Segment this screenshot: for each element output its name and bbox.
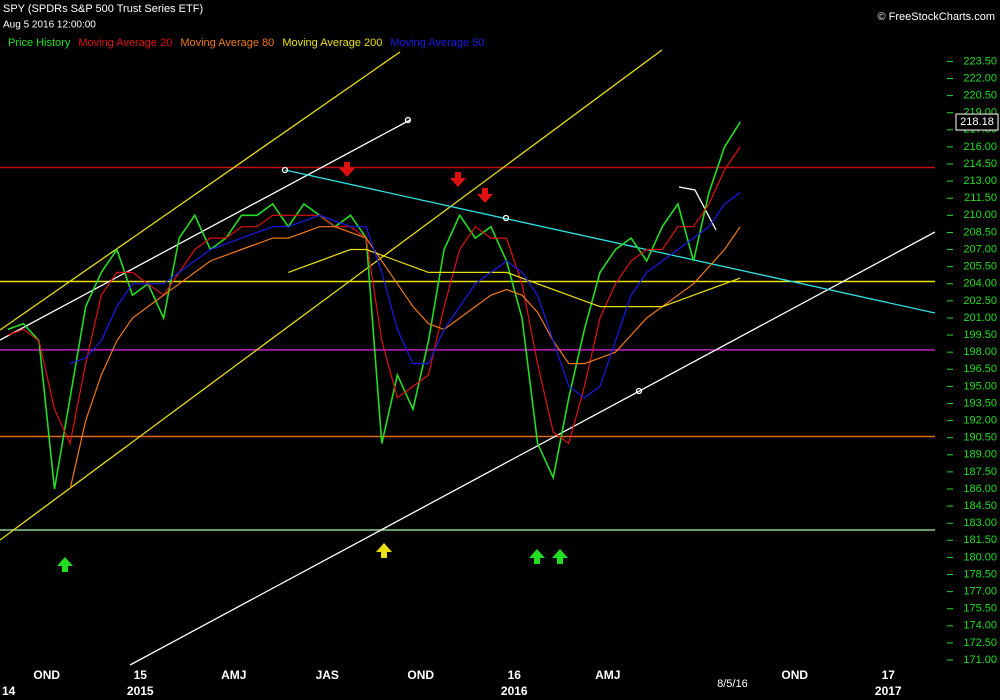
y-tick-label: 184.50 — [963, 500, 997, 512]
arrow-up — [529, 549, 545, 564]
x-tick-label-row2: 8/5/16 — [717, 678, 748, 690]
legend-entry: Moving Average 50 — [390, 37, 484, 49]
chart-subtitle: Aug 5 2016 12:00:00 — [3, 20, 96, 31]
y-tick-label: 214.50 — [963, 158, 997, 170]
levels — [0, 166, 935, 531]
x-tick-label: AMJ — [595, 668, 620, 682]
chart-title: SPY (SPDRs S&P 500 Trust Series ETF) — [3, 3, 203, 15]
y-tick-label: 172.50 — [963, 637, 997, 649]
y-tick-label: 196.50 — [963, 363, 997, 375]
y-tick-label: 220.50 — [963, 90, 997, 102]
anchor — [404, 116, 412, 124]
y-tick-label: 222.00 — [963, 72, 997, 84]
arrow-down — [450, 172, 466, 187]
y-tick-label: 207.00 — [963, 243, 997, 255]
y-tick-label: 216.00 — [963, 141, 997, 153]
x-tick-label: OND — [33, 668, 60, 682]
y-tick-label: 211.50 — [964, 192, 997, 204]
y-tick-label: 208.50 — [963, 226, 997, 238]
trendline — [0, 49, 663, 541]
y-tick-label: 195.00 — [963, 380, 997, 392]
y-tick-label: 186.00 — [963, 483, 997, 495]
anchor — [502, 214, 510, 222]
arrow-up — [552, 549, 568, 564]
trendline — [0, 119, 411, 341]
y-tick-label: 174.00 — [963, 620, 997, 632]
last-price: 218.18 — [960, 116, 994, 128]
x-tick-label-row2: 14 — [2, 684, 16, 698]
arrow-down — [477, 188, 493, 203]
x-tick-label: AMJ — [221, 668, 246, 682]
y-tick-label: 177.00 — [963, 586, 997, 598]
y-tick-label: 205.50 — [963, 261, 997, 273]
legend-entry: Moving Average 80 — [180, 37, 274, 49]
arrow-up — [376, 543, 392, 558]
series-line — [288, 248, 741, 308]
y-tick-label: 193.50 — [963, 397, 997, 409]
series-line — [7, 146, 741, 446]
y-tick-label: 213.00 — [963, 175, 997, 187]
y-tick-label: 175.50 — [963, 603, 997, 615]
y-tick-label: 198.00 — [963, 346, 997, 358]
series-line — [69, 226, 741, 490]
arrow-up — [57, 557, 73, 572]
y-tick-label: 192.00 — [963, 414, 997, 426]
axes: 171.00 172.50 174.00 175.50 177.00 178.50 180.… — [2, 55, 997, 698]
y-tick-label: 199.50 — [963, 329, 997, 341]
legend-entry: Moving Average 20 — [78, 37, 172, 49]
series-line — [69, 192, 741, 399]
x-tick-label: 16 — [508, 668, 522, 682]
anchor — [635, 387, 643, 395]
y-tick-label: 204.00 — [963, 278, 997, 290]
trendline — [0, 51, 401, 331]
y-tick-label: 223.50 — [963, 55, 997, 67]
anchor — [281, 166, 289, 174]
y-tick-label: 171.00 — [963, 654, 997, 666]
y-tick-label: 183.00 — [963, 517, 997, 529]
trendline — [129, 231, 936, 666]
y-tick-label: 201.00 — [963, 312, 997, 324]
x-tick-label-row2: 2015 — [127, 684, 154, 698]
x-tick-label: JAS — [316, 668, 339, 682]
trendline — [678, 186, 717, 231]
y-tick-label: 178.50 — [963, 568, 997, 580]
x-tick-label-row2: 2017 — [875, 684, 902, 698]
arrow-down — [339, 162, 355, 177]
arrows — [57, 162, 568, 572]
last-price-box — [955, 113, 999, 131]
y-tick-label: 210.00 — [963, 209, 997, 221]
y-tick-label: 190.50 — [963, 432, 997, 444]
x-tick-label: 17 — [882, 668, 896, 682]
y-tick-label: 181.50 — [963, 534, 997, 546]
legend-entry: Moving Average 200 — [282, 37, 382, 49]
x-tick-label: 15 — [134, 668, 148, 682]
trendline — [284, 169, 936, 314]
x-tick-label: OND — [407, 668, 434, 682]
x-tick-label: OND — [781, 668, 808, 682]
y-tick-label: 187.50 — [963, 466, 997, 478]
source: © FreeStockCharts.com — [877, 11, 995, 23]
legend-entry: Price History — [8, 37, 71, 49]
y-tick-label: 202.50 — [963, 295, 997, 307]
x-tick-label-row2: 2016 — [501, 684, 528, 698]
y-tick-label: 180.00 — [963, 551, 997, 563]
trendlines — [0, 49, 936, 666]
y-tick-label: 189.00 — [963, 449, 997, 461]
